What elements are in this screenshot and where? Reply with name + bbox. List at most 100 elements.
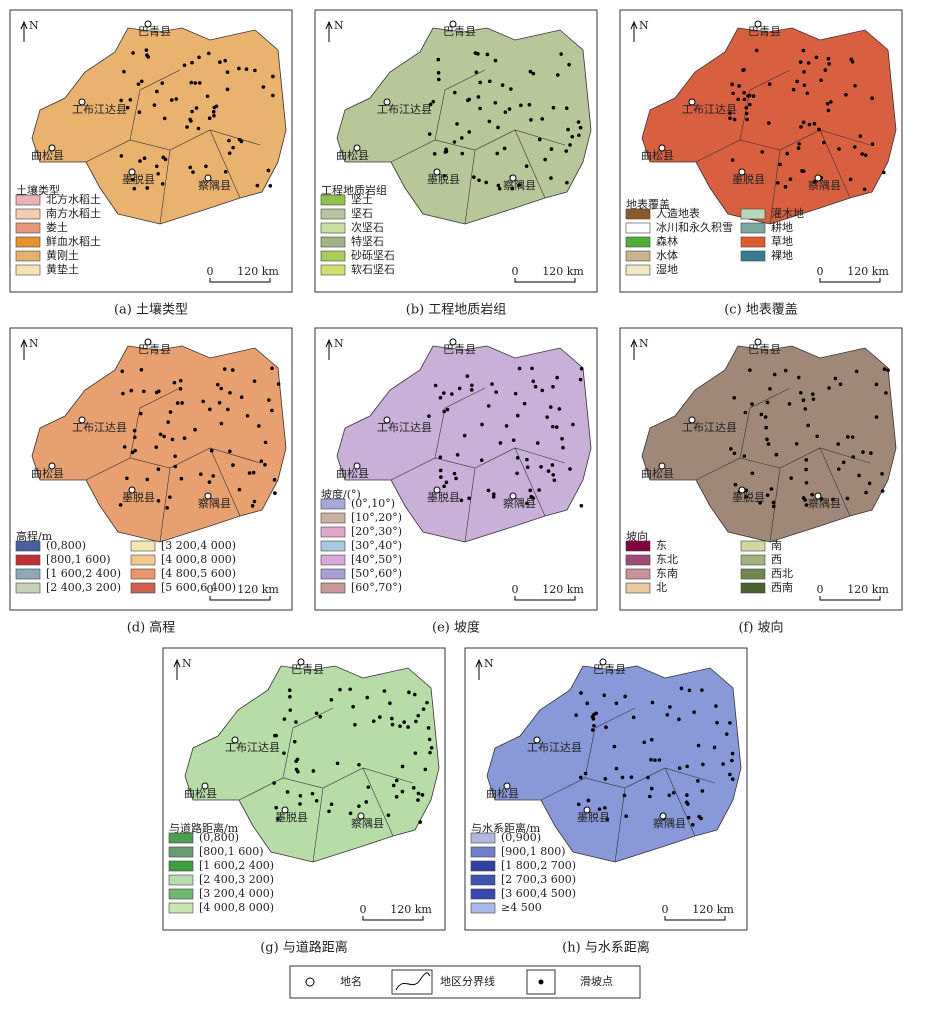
landslide-point bbox=[774, 452, 779, 457]
landslide-point bbox=[179, 476, 184, 481]
north-label: N bbox=[334, 19, 344, 32]
landslide-point bbox=[472, 175, 476, 179]
landslide-point bbox=[742, 97, 747, 102]
landslide-point bbox=[427, 414, 431, 418]
landslide-point bbox=[348, 687, 352, 692]
caption: (d) 高程 bbox=[127, 620, 176, 636]
landslide-point bbox=[467, 97, 471, 102]
landslide-point bbox=[131, 51, 135, 55]
landslide-point bbox=[564, 106, 569, 110]
landslide-point bbox=[844, 92, 848, 97]
landslide-point bbox=[427, 132, 432, 136]
landslide-point bbox=[155, 89, 159, 94]
place-marker bbox=[353, 462, 361, 470]
place-name: 墨脱县 bbox=[427, 172, 460, 186]
landslide-point bbox=[145, 186, 150, 190]
landslide-point bbox=[119, 98, 123, 103]
legend-swatch bbox=[15, 264, 41, 276]
landslide-point bbox=[292, 739, 297, 744]
landslide-point bbox=[439, 475, 443, 479]
landslide-point bbox=[467, 130, 472, 134]
landslide-point bbox=[765, 493, 770, 497]
landslide-point bbox=[217, 400, 222, 405]
landslide-point bbox=[679, 686, 684, 691]
landslide-point bbox=[556, 73, 560, 77]
key-box bbox=[391, 969, 433, 995]
landslide-point bbox=[382, 689, 387, 693]
landslide-point bbox=[193, 81, 198, 85]
landslide-point bbox=[748, 102, 752, 107]
key: 地名 地区分界线 滑坡点 bbox=[289, 965, 641, 999]
landslide-point bbox=[701, 762, 705, 767]
place-name: 察隅县 bbox=[351, 816, 384, 830]
place-name: 曲松县 bbox=[31, 148, 64, 162]
legend-swatch bbox=[15, 250, 41, 262]
landslide-point bbox=[804, 503, 809, 507]
landslide-point bbox=[819, 78, 823, 82]
landslide-point bbox=[579, 691, 583, 695]
place-name: 墨脱县 bbox=[577, 810, 610, 824]
landslide-point bbox=[578, 125, 583, 130]
landslide-point bbox=[807, 122, 812, 127]
landslide-point bbox=[450, 392, 454, 396]
scale-bar bbox=[819, 278, 881, 283]
landslide-point bbox=[500, 83, 505, 87]
landslide-point bbox=[296, 769, 300, 774]
landslide-point bbox=[498, 441, 503, 445]
landslide-point bbox=[721, 762, 725, 766]
legend-swatch bbox=[15, 222, 41, 234]
landslide-point bbox=[802, 70, 806, 74]
landslide-point bbox=[165, 506, 169, 510]
landslide-point bbox=[394, 795, 399, 799]
landslide-point bbox=[274, 733, 278, 738]
landslide-point bbox=[837, 147, 841, 151]
scale-label: 120 km bbox=[847, 583, 889, 596]
place-marker bbox=[814, 174, 822, 182]
landslide-point bbox=[801, 496, 806, 500]
landslide-point bbox=[806, 61, 811, 65]
landslide-point bbox=[227, 151, 232, 156]
landslide-point bbox=[810, 392, 815, 396]
legend-label: 灌木地 bbox=[771, 207, 804, 220]
scale-label: 120 km bbox=[692, 903, 734, 916]
landslide-point bbox=[338, 687, 342, 692]
landslide-point bbox=[578, 775, 583, 780]
landslide-point bbox=[132, 428, 137, 433]
boundary bbox=[238, 707, 414, 863]
landslide-point bbox=[442, 409, 446, 414]
scale-bar bbox=[819, 596, 881, 601]
landslide-point bbox=[853, 83, 857, 88]
landslide-point bbox=[455, 453, 460, 457]
landslide-point bbox=[760, 150, 765, 154]
landslide-point bbox=[549, 176, 553, 180]
landslide-point bbox=[366, 785, 371, 789]
landslide-point bbox=[194, 106, 199, 110]
place-marker bbox=[658, 144, 666, 152]
landslide-point bbox=[623, 694, 627, 699]
place-marker bbox=[688, 98, 696, 106]
landslide-point bbox=[231, 145, 235, 150]
landslide-point bbox=[540, 117, 544, 121]
landslide-point bbox=[219, 421, 224, 426]
boundary-symbol bbox=[395, 972, 431, 991]
landslide-point bbox=[188, 117, 192, 122]
landslide-point bbox=[787, 402, 792, 406]
landslide-point bbox=[880, 489, 885, 493]
landslide-point bbox=[496, 125, 500, 130]
landslide-point bbox=[156, 171, 160, 176]
landslide-point bbox=[119, 154, 124, 158]
landslide-point bbox=[801, 120, 806, 125]
north-label: N bbox=[639, 19, 649, 32]
legend-swatch bbox=[15, 540, 41, 552]
landslide-point bbox=[850, 435, 855, 439]
landslide-point bbox=[525, 457, 529, 462]
legend-swatch bbox=[625, 554, 651, 566]
legend-label: 坚石 bbox=[351, 207, 373, 220]
landslide-point bbox=[469, 388, 474, 392]
region bbox=[486, 665, 742, 863]
north-label: N bbox=[29, 337, 39, 350]
landslide-point bbox=[525, 501, 529, 506]
landslide-point bbox=[785, 151, 789, 156]
legend-swatch bbox=[625, 582, 651, 594]
